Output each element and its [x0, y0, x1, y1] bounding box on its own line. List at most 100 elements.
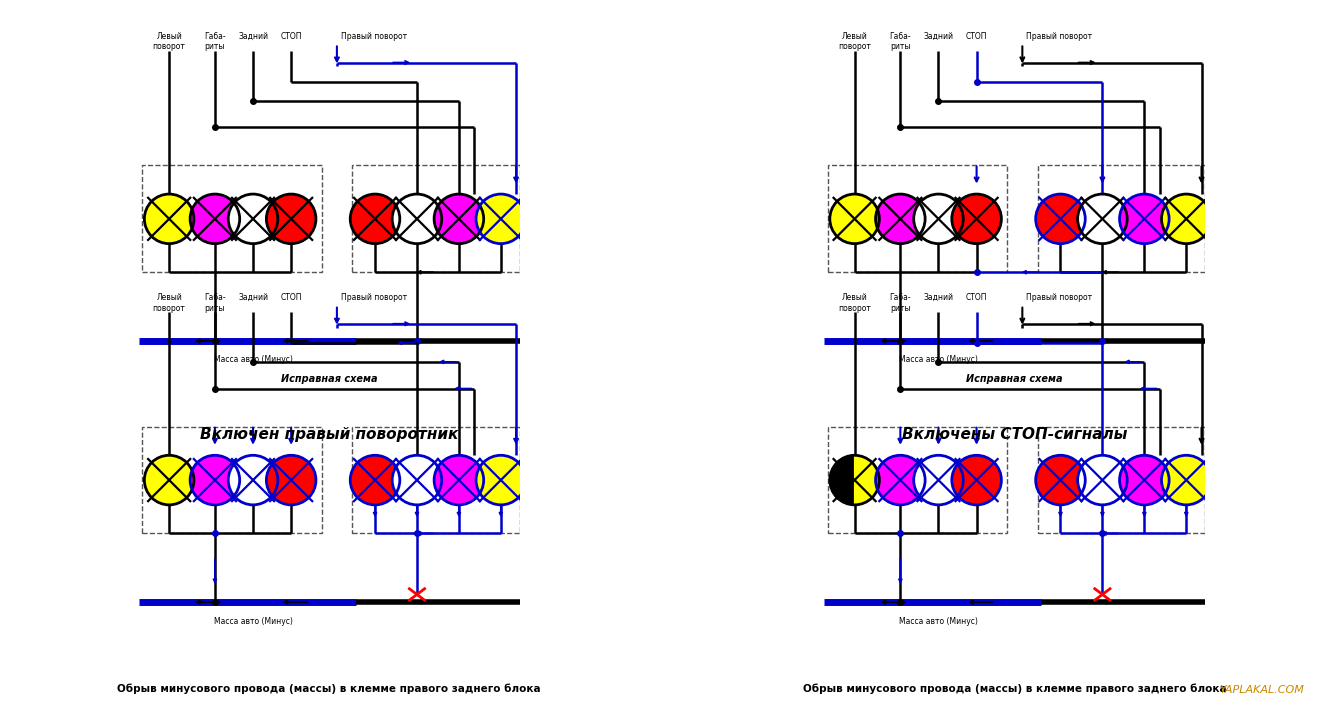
Wedge shape [215, 194, 239, 244]
Bar [142, 165, 321, 273]
Wedge shape [144, 194, 169, 244]
Wedge shape [875, 194, 900, 244]
Circle shape [1036, 194, 1085, 244]
Wedge shape [938, 194, 964, 244]
Wedge shape [900, 194, 925, 244]
Circle shape [829, 455, 879, 505]
Bar [1038, 426, 1206, 534]
Text: Масса авто (Минус): Масса авто (Минус) [214, 616, 293, 626]
Wedge shape [351, 194, 375, 244]
Wedge shape [952, 194, 977, 244]
Wedge shape [1144, 194, 1169, 244]
Wedge shape [977, 194, 1001, 244]
Text: YAPLAKAL.COM: YAPLAKAL.COM [1219, 686, 1304, 695]
Circle shape [144, 194, 194, 244]
Circle shape [476, 194, 526, 244]
Wedge shape [476, 455, 501, 505]
Wedge shape [855, 455, 879, 505]
Circle shape [1120, 455, 1169, 505]
Wedge shape [190, 455, 215, 505]
Wedge shape [1060, 455, 1085, 505]
Circle shape [228, 194, 278, 244]
Circle shape [190, 455, 239, 505]
Circle shape [952, 194, 1001, 244]
Wedge shape [228, 194, 253, 244]
Circle shape [875, 194, 925, 244]
Wedge shape [292, 455, 316, 505]
Wedge shape [501, 194, 526, 244]
Text: СТОП: СТОП [966, 32, 988, 41]
Text: Задний: Задний [238, 32, 267, 41]
Wedge shape [417, 455, 442, 505]
Text: Включен правый поворотник: Включен правый поворотник [200, 426, 458, 442]
Bar [352, 426, 520, 534]
Wedge shape [351, 455, 375, 505]
Wedge shape [914, 455, 938, 505]
Circle shape [1161, 455, 1211, 505]
Wedge shape [1036, 194, 1060, 244]
Text: Задний: Задний [923, 32, 953, 41]
Wedge shape [1144, 455, 1169, 505]
Wedge shape [1187, 455, 1211, 505]
Wedge shape [417, 194, 442, 244]
Circle shape [1036, 455, 1085, 505]
Wedge shape [228, 455, 253, 505]
Circle shape [434, 455, 484, 505]
Wedge shape [375, 455, 399, 505]
Text: Исправная схема: Исправная схема [966, 374, 1063, 384]
Circle shape [914, 194, 964, 244]
Text: Правый поворот: Правый поворот [341, 293, 407, 302]
Bar [1038, 165, 1206, 273]
Wedge shape [253, 455, 278, 505]
Circle shape [144, 455, 194, 505]
Text: Включены СТОП-сигналы: Включены СТОП-сигналы [902, 426, 1128, 442]
Text: Левый
поворот: Левый поворот [839, 32, 871, 52]
Text: Правый поворот: Правый поворот [1027, 32, 1093, 41]
Circle shape [266, 194, 316, 244]
Wedge shape [1060, 194, 1085, 244]
Wedge shape [292, 194, 316, 244]
Text: Задний: Задний [923, 293, 953, 302]
Wedge shape [266, 194, 292, 244]
Bar [352, 165, 520, 273]
Wedge shape [501, 455, 526, 505]
Circle shape [875, 455, 925, 505]
Wedge shape [1102, 455, 1128, 505]
Circle shape [476, 455, 526, 505]
Text: СТОП: СТОП [966, 293, 988, 302]
Wedge shape [1102, 194, 1128, 244]
Text: Габа-
риты: Габа- риты [204, 32, 226, 52]
Text: Задний: Задний [238, 293, 267, 302]
Wedge shape [938, 455, 964, 505]
Text: Левый
поворот: Левый поворот [153, 293, 185, 313]
Circle shape [351, 194, 399, 244]
Circle shape [190, 194, 239, 244]
Wedge shape [952, 455, 977, 505]
Wedge shape [169, 194, 194, 244]
Text: Масса авто (Минус): Масса авто (Минус) [899, 355, 978, 364]
Text: Обрыв минусового провода (массы) в клемме правого заднего блока: Обрыв минусового провода (массы) в клемм… [802, 683, 1227, 693]
Wedge shape [829, 194, 855, 244]
Wedge shape [1187, 194, 1211, 244]
Circle shape [829, 194, 879, 244]
Wedge shape [1078, 194, 1102, 244]
Wedge shape [253, 194, 278, 244]
Text: Левый
поворот: Левый поворот [839, 293, 871, 313]
Wedge shape [458, 194, 484, 244]
Circle shape [392, 194, 442, 244]
Text: Исправная схема: Исправная схема [281, 374, 378, 384]
Circle shape [914, 455, 964, 505]
Text: СТОП: СТОП [281, 293, 302, 302]
Circle shape [1078, 455, 1128, 505]
Wedge shape [458, 455, 484, 505]
Wedge shape [144, 455, 169, 505]
Circle shape [1120, 194, 1169, 244]
Wedge shape [476, 194, 501, 244]
Wedge shape [215, 455, 239, 505]
Text: Правый поворот: Правый поворот [341, 32, 407, 41]
Circle shape [952, 455, 1001, 505]
Circle shape [392, 455, 442, 505]
Text: Габа-
риты: Габа- риты [890, 32, 911, 52]
Wedge shape [875, 455, 900, 505]
Text: Масса авто (Минус): Масса авто (Минус) [899, 616, 978, 626]
